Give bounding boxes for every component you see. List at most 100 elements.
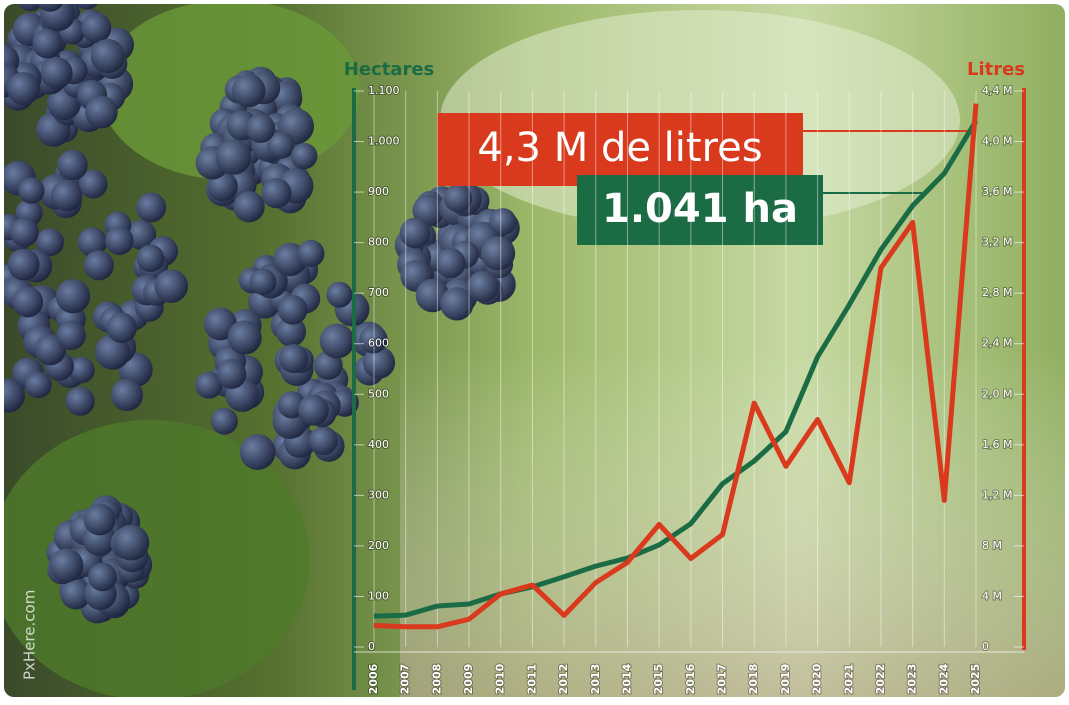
grape (49, 548, 83, 582)
x-tick-label: 2019 (779, 664, 792, 695)
y2-tick-label: 4 M (982, 589, 1002, 602)
grape (32, 28, 62, 58)
grape (320, 324, 355, 359)
y-tick-label: 400 (368, 438, 389, 451)
y2-tick-label: 2,0 M (982, 387, 1012, 400)
grape (216, 359, 246, 389)
x-tick-label: 2024 (937, 663, 950, 694)
grape (10, 218, 39, 247)
grape (279, 344, 308, 373)
x-tick-label: 2021 (842, 664, 855, 695)
y2-tick-label: 2,8 M (982, 286, 1012, 299)
y2-tick-label: 3,2 M (982, 236, 1012, 249)
x-tick-label: 2011 (525, 664, 538, 695)
grape (111, 379, 143, 411)
y-tick-label: 1.100 (368, 84, 400, 97)
x-tick-label: 2018 (747, 664, 760, 695)
grape (85, 96, 118, 129)
grape (57, 150, 87, 180)
y2-tick-label: 0 (982, 640, 989, 653)
grape (261, 178, 291, 208)
grape (155, 269, 189, 303)
grape (240, 434, 276, 470)
x-tick-label: 2014 (620, 663, 633, 694)
grape (113, 525, 149, 561)
x-tick-label: 2008 (430, 664, 443, 695)
grape (66, 387, 95, 416)
y2-tick-label: 1,6 M (982, 438, 1012, 451)
grape (56, 321, 85, 350)
grape (278, 295, 307, 324)
x-tick-label: 2009 (462, 664, 475, 695)
grape (400, 218, 431, 249)
y2-tick-label: 3,6 M (982, 185, 1012, 198)
y-axis-title: Hectares (344, 59, 435, 80)
grape (435, 248, 465, 278)
y-tick-label: 800 (368, 236, 389, 249)
hectares-callout: 1.041 ha (602, 186, 798, 232)
grape (444, 184, 472, 212)
grape (250, 269, 276, 295)
grape (107, 313, 137, 343)
grape (7, 72, 40, 105)
grape (12, 287, 43, 318)
y2-axis-title: Litres (967, 59, 1025, 80)
x-tick-label: 2022 (874, 664, 887, 695)
grape (298, 395, 329, 426)
background-photo (0, 0, 1069, 701)
grape (81, 13, 111, 43)
grape (297, 240, 324, 267)
y-tick-label: 1.000 (368, 135, 400, 148)
x-tick-label: 2015 (652, 664, 665, 695)
grape (58, 0, 89, 1)
grape (216, 139, 252, 175)
grape (228, 320, 262, 354)
grape (84, 250, 114, 280)
chart: PxHere.com 4,3 M de litres 1.041 ha Hect… (0, 0, 1069, 701)
grape (137, 245, 164, 272)
x-tick-label: 2007 (399, 664, 412, 695)
y-tick-label: 100 (368, 589, 389, 602)
y-tick-label: 0 (368, 640, 375, 653)
grape (233, 191, 264, 222)
grape (51, 180, 82, 211)
litres-callout: 4,3 M de litres (477, 125, 762, 171)
y-tick-label: 500 (368, 387, 389, 400)
grape (56, 279, 90, 313)
x-tick-label: 2013 (589, 664, 602, 695)
grape (291, 143, 317, 169)
y-tick-label: 900 (368, 185, 389, 198)
x-tick-label: 2010 (494, 663, 507, 694)
grape (8, 249, 40, 281)
grape (41, 57, 73, 89)
grape (211, 408, 238, 435)
grape (467, 271, 498, 302)
grape (0, 240, 1, 270)
grape (84, 504, 116, 536)
grape (481, 236, 515, 270)
x-tick-label: 2023 (906, 664, 919, 695)
watermark: PxHere.com (21, 590, 39, 680)
grape (489, 208, 516, 235)
grape (91, 39, 125, 73)
grape (18, 178, 44, 204)
x-tick-label: 2016 (684, 663, 697, 694)
y-tick-label: 200 (368, 539, 389, 552)
x-tick-label: 2012 (557, 664, 570, 695)
grape (232, 74, 265, 107)
y2-tick-label: 2,4 M (982, 337, 1012, 350)
y2-tick-label: 4,0 M (982, 135, 1012, 148)
grape (105, 227, 133, 255)
y-tick-label: 300 (368, 488, 389, 501)
grape (309, 426, 338, 455)
x-tick-label: 2025 (969, 664, 982, 695)
y-tick-label: 600 (368, 337, 389, 350)
y2-tick-label: 1,2 M (982, 488, 1012, 501)
grape (136, 193, 166, 223)
grape (88, 563, 117, 592)
x-tick-label: 2006 (367, 663, 380, 694)
y-tick-label: 700 (368, 286, 389, 299)
x-tick-label: 2020 (811, 663, 824, 694)
grape (246, 114, 275, 143)
y2-tick-label: 4,4 M (982, 84, 1012, 97)
